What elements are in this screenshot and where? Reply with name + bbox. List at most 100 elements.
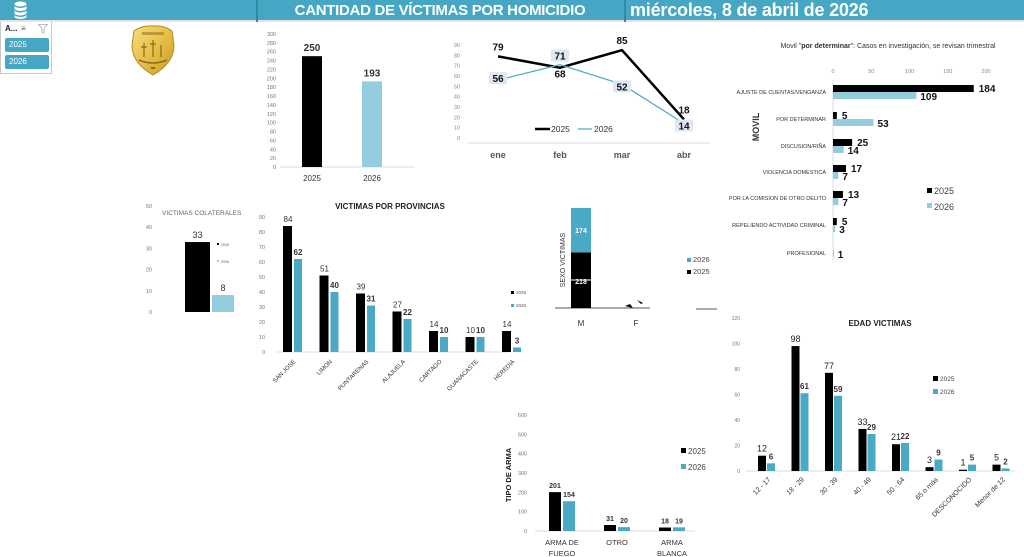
y-tick-label: 400 <box>518 452 527 458</box>
y-tick-label: 60 <box>734 393 740 399</box>
data-label-2025: 14 <box>503 320 512 329</box>
slicer-item-2025[interactable]: 2025 <box>5 38 49 52</box>
y-axis-title: SEXO VICTIMAS <box>560 232 567 287</box>
data-label-2025: 21 <box>891 432 901 442</box>
y-tick-label: 0 <box>524 529 527 535</box>
y-tick-label: 160 <box>267 94 276 100</box>
bar-2026 <box>833 119 874 126</box>
data-label-2026: 3 <box>839 225 845 236</box>
legend-swatch-2025 <box>511 291 514 294</box>
data-label-2025: 77 <box>824 361 834 371</box>
chart-title: VICTIMAS POR PROVINCIAS <box>335 202 445 211</box>
legend-label-2025: 2025 <box>693 267 710 276</box>
y-tick-label: 500 <box>518 432 527 438</box>
x-tick-label: ARMA DE <box>545 538 579 547</box>
data-label-2025: 31 <box>606 516 614 523</box>
clear-filter-icon[interactable] <box>38 24 48 34</box>
y-tick-label: 140 <box>267 103 276 109</box>
bar-2026 <box>330 292 339 352</box>
multi-select-icon[interactable]: ≡ <box>21 24 26 33</box>
data-label-2026: 29 <box>867 423 876 432</box>
bar-2025 <box>992 464 1001 471</box>
data-label-2026: 7 <box>842 198 848 209</box>
chart-title: EDAD VICTIMAS <box>848 319 912 328</box>
x-tick-label: 30 - 39 <box>819 476 839 496</box>
database-icon[interactable] <box>14 1 27 19</box>
x-tick-label: M <box>578 319 585 328</box>
title-part: Movil " <box>780 43 801 50</box>
data-label-2026: 22 <box>403 308 412 317</box>
y-tick-label: 80 <box>734 367 740 373</box>
motive-chart: Movil "por determinar": Casos en investi… <box>729 43 996 261</box>
bar-2026 <box>513 347 521 352</box>
y-tick-label: 80 <box>259 230 265 236</box>
x-tick-label: ARMA <box>661 538 683 547</box>
data-label-bg <box>613 80 631 93</box>
bar-2025 <box>283 226 292 352</box>
legend-swatch-2025 <box>681 448 686 453</box>
x-tick-label: HEREDIA <box>493 359 516 382</box>
bar-2025 <box>502 331 511 352</box>
x-tick-label: feb <box>553 150 567 160</box>
data-label-2026: 62 <box>294 248 303 257</box>
x-tick-label: GUANACASTE <box>446 359 479 392</box>
y-tick-label: REPELIENDO ACTIVIDAD CRIMINAL <box>732 223 826 229</box>
y-tick-label: 40 <box>270 147 276 153</box>
bar-2026 <box>867 434 876 471</box>
y-tick-label: 90 <box>259 215 265 221</box>
y-tick-label: 70 <box>259 245 265 251</box>
data-label-2025: 18 <box>661 519 669 526</box>
y-tick-label: 20 <box>734 444 740 450</box>
x-tick-label: mar <box>614 150 631 160</box>
y-tick-label: 30 <box>454 105 460 111</box>
y-tick-label: 20 <box>146 268 152 274</box>
series-line-2026 <box>497 64 685 125</box>
legend-swatch-2026 <box>681 464 686 469</box>
x-tick-label: 40 - 49 <box>853 476 873 496</box>
data-label-2026: 6 <box>769 452 774 461</box>
y-tick-label: 50 <box>259 275 265 281</box>
legend-label-2025: 2025 <box>551 124 570 134</box>
data-label-2026: 9 <box>936 449 941 458</box>
y-tick-label: POR LA COMISION DE OTRO DELITO <box>729 196 827 202</box>
legend-label-2026: 2026 <box>693 255 710 264</box>
legend-swatch-2025 <box>933 376 938 381</box>
y-tick-label: 40 <box>734 418 740 424</box>
y-tick-label: 40 <box>259 290 265 296</box>
data-label: 250 <box>304 43 321 54</box>
chart-title: Movil "por determinar": Casos en investi… <box>780 43 995 50</box>
data-label-2026: 19 <box>675 518 683 525</box>
bar-2025 <box>925 467 934 471</box>
x-tick-label: SAN JOSE <box>272 359 297 384</box>
y-axis-title: TIPO DE ARMA <box>504 447 513 502</box>
legend-swatch-2026 <box>687 258 691 262</box>
y-tick-label: 20 <box>270 156 276 162</box>
province-victims-chart: VICTIMAS POR PROVINCIAS 0 10 20 30 40 50 60 70 80… <box>259 202 527 393</box>
y-tick-label: 200 <box>518 490 527 496</box>
x-tick-label: abr <box>677 150 692 160</box>
legend-label-2025: 2025 <box>516 290 527 295</box>
x-tick-label: FUEGO <box>549 549 576 557</box>
bar-2026 <box>833 198 839 205</box>
slicer-item-2026[interactable]: 2026 <box>5 55 49 69</box>
y-tick-label: 60 <box>454 74 460 80</box>
legend-swatch-2026 <box>933 389 938 394</box>
legend-label-2026: 2026 <box>516 303 527 308</box>
y-tick-label: 120 <box>732 316 741 322</box>
bar-2026 <box>563 501 575 531</box>
data-label-bg <box>551 49 569 62</box>
data-label-2025: 18 <box>678 105 690 116</box>
bar-2025 <box>429 331 438 352</box>
legend-swatch-2026 <box>511 304 514 307</box>
bar-2025 <box>791 346 800 471</box>
legend-swatch-2026 <box>927 203 932 208</box>
data-label-2026: 52 <box>616 82 628 93</box>
data-label-2025: 68 <box>554 70 566 81</box>
y-tick-label: 0 <box>262 350 265 356</box>
bar-2026 <box>476 337 485 352</box>
bar-2026 <box>767 463 775 471</box>
y-tick-label: 100 <box>518 510 527 516</box>
gender-victims-chart: 218 174 SEXO VICTIMAS M F 2026 2025 <box>555 208 717 328</box>
x-tick-label: 12 - 17 <box>752 476 772 496</box>
